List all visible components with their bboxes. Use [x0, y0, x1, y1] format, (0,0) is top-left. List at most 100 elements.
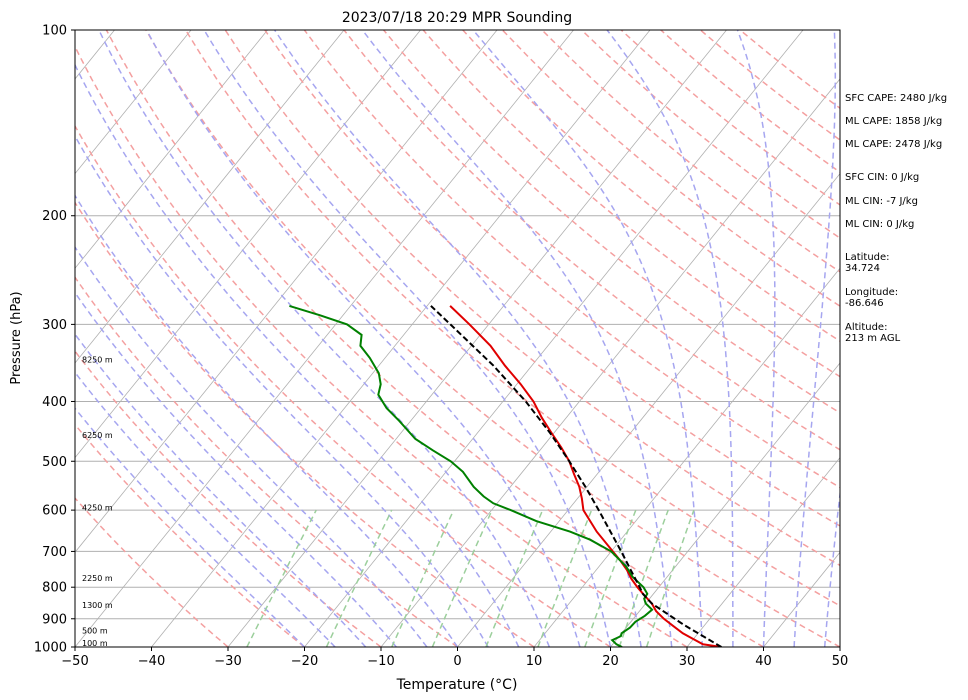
- x-tick-label: 10: [526, 654, 543, 669]
- isobar-grid: [75, 30, 840, 647]
- moist-adiabat: [203, 30, 612, 647]
- isotherm-line: [75, 30, 192, 175]
- isotherm-line: [75, 30, 345, 364]
- isotherm-line: [75, 30, 421, 459]
- dry-adiabat: [75, 349, 382, 647]
- ml-cape-annotation-2: ML CAPE: 2478 J/kg: [845, 139, 943, 150]
- x-tick-label: −40: [138, 654, 165, 669]
- height-label: 500 m: [82, 627, 108, 636]
- isotherm-line: [304, 30, 804, 647]
- mixing-ratio-line: [584, 509, 637, 647]
- moist-adiabat: [75, 134, 489, 647]
- latitude-annotation: Latitude: 34.724: [845, 252, 890, 274]
- dry-adiabat: [75, 44, 688, 647]
- moist-adiabat: [793, 30, 837, 647]
- isotherm-line: [75, 30, 268, 269]
- mixing-ratio-line: [485, 509, 544, 647]
- height-label: 4250 m: [82, 503, 113, 512]
- dry-adiabat: [145, 30, 840, 647]
- moist-adiabat: [75, 407, 306, 647]
- mixing-ratio-line: [618, 509, 669, 647]
- moist-adiabat: [472, 30, 704, 647]
- y-tick-label: 600: [42, 504, 67, 519]
- y-tick-label: 400: [42, 395, 67, 410]
- height-label: 1300 m: [82, 601, 113, 610]
- y-axis-ticks: 1000 900 800 700 600 500 400 300 200 100: [34, 24, 75, 656]
- mixing-ratio-line: [645, 509, 695, 647]
- isotherm-line: [610, 362, 840, 647]
- ml-cin-annotation-1: ML CIN: -7 J/kg: [845, 196, 918, 207]
- isotherm-line: [151, 30, 651, 647]
- x-axis-label: Temperature (°C): [396, 677, 518, 693]
- dry-adiabat: [75, 496, 229, 647]
- parcel-profile: [430, 305, 722, 647]
- chart-title: 2023/07/18 20:29 MPR Sounding: [342, 10, 572, 26]
- moist-adiabat: [98, 30, 551, 647]
- mixing-ratio-line: [325, 509, 393, 647]
- dry-adiabat: [303, 30, 840, 489]
- dry-adiabat: [75, 276, 458, 647]
- x-tick-label: −30: [214, 654, 241, 669]
- moist-adiabat: [75, 332, 367, 647]
- y-tick-label: 900: [42, 612, 67, 627]
- x-tick-label: 50: [832, 654, 849, 669]
- dry-adiabat: [501, 30, 840, 308]
- mixing-ratio-line: [431, 509, 493, 647]
- moist-adiabat: [145, 30, 581, 647]
- mixing-ratio-line: [391, 509, 455, 647]
- y-tick-label: 200: [42, 209, 67, 224]
- isotherm-line: [533, 267, 840, 647]
- x-axis-ticks: −50 −40 −30 −20 −10 0 10 20 30 40 50: [61, 647, 848, 669]
- sounding-profiles: [289, 304, 722, 647]
- isotherm-line: [227, 30, 727, 647]
- moist-adiabat: [273, 30, 642, 647]
- isotherm-line: [75, 30, 574, 647]
- moist-adiabat: [75, 371, 336, 647]
- sfc-cape-annotation: SFC CAPE: 2480 J/kg: [845, 93, 948, 104]
- dry-adiabat: [462, 30, 840, 342]
- moist-adiabat: [75, 63, 520, 647]
- moist-adiabat: [606, 30, 734, 647]
- y-tick-label: 700: [42, 545, 67, 560]
- dry-adiabat: [75, 201, 535, 647]
- dry-adiabat: [224, 30, 840, 567]
- height-labels: 100 m 500 m 1300 m 2250 m 4250 m 6250 m 8250 m: [82, 355, 113, 648]
- y-tick-label: 300: [42, 318, 67, 333]
- height-label: 100 m: [82, 639, 108, 648]
- x-tick-label: −20: [291, 654, 318, 669]
- ml-cape-annotation-1: ML CAPE: 1858 J/kg: [845, 116, 943, 127]
- dry-adiabat: [264, 30, 840, 527]
- ml-cin-annotation-2: ML CIN: 0 J/kg: [845, 219, 915, 230]
- y-tick-label: 500: [42, 455, 67, 470]
- height-label: 8250 m: [82, 355, 113, 364]
- moist-adiabat: [75, 194, 459, 647]
- height-label: 2250 m: [82, 574, 113, 583]
- height-label: 6250 m: [82, 431, 113, 440]
- moist-adiabats: [75, 30, 840, 647]
- x-tick-label: 0: [453, 654, 461, 669]
- isotherm-line: [686, 457, 840, 647]
- x-tick-label: −10: [367, 654, 394, 669]
- y-axis-label: Pressure (hPa): [9, 291, 24, 384]
- isotherm-line: [75, 30, 498, 553]
- dewpoint-profile: [289, 304, 654, 647]
- mixing-ratio-line: [246, 509, 317, 647]
- isotherm-line: [380, 78, 840, 647]
- x-tick-label: 40: [755, 654, 772, 669]
- mixing-ratio-line: [537, 509, 593, 647]
- isotherm-grid: [75, 30, 840, 647]
- temperature-profile: [449, 305, 722, 647]
- altitude-annotation: Altitude: 213 m AGL: [845, 322, 901, 344]
- x-tick-label: 20: [602, 654, 619, 669]
- y-tick-label: 100: [42, 24, 67, 39]
- moist-adiabat: [361, 30, 673, 647]
- moist-adiabat: [823, 487, 840, 647]
- mixing-ratio-lines: [246, 509, 695, 647]
- y-tick-label: 800: [42, 581, 67, 596]
- y-tick-label: 1000: [34, 641, 67, 656]
- dry-adiabat: [75, 124, 611, 647]
- moist-adiabat: [75, 291, 397, 647]
- x-tick-label: −50: [61, 654, 88, 669]
- longitude-annotation: Longitude: -86.646: [845, 287, 899, 309]
